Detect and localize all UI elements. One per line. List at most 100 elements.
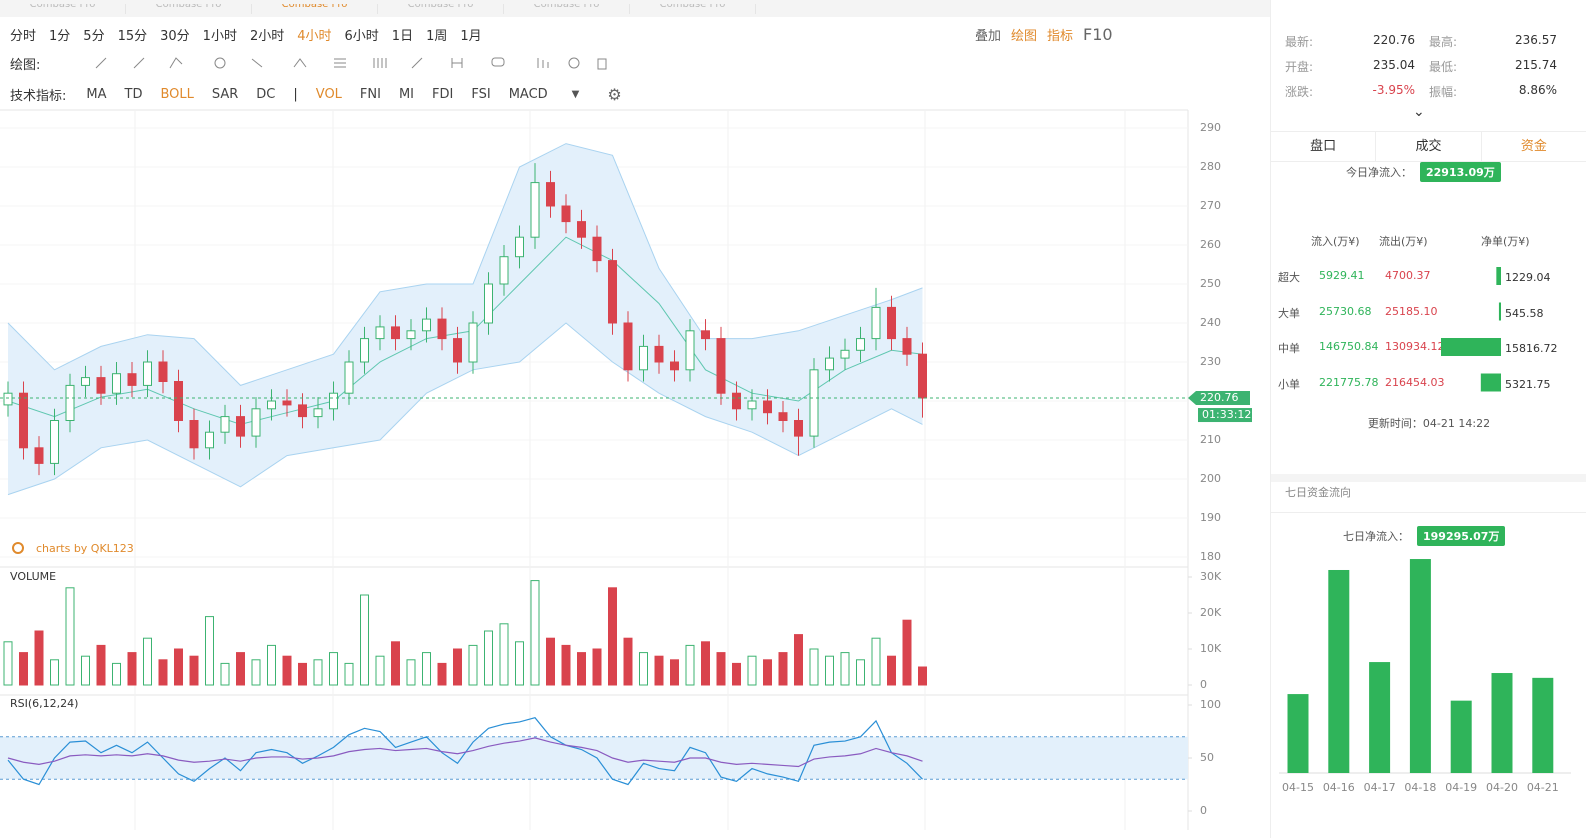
tool[interactable]: F10 <box>1083 24 1113 44</box>
volume-bar <box>282 655 292 686</box>
tab[interactable]: Combase Pro <box>504 3 630 14</box>
period[interactable]: 1小时 <box>202 28 237 44</box>
volume-bar <box>902 619 912 686</box>
flow-label: 超大 <box>1278 271 1300 284</box>
indicator[interactable]: BOLL <box>160 86 194 102</box>
bar <box>1450 700 1472 773</box>
indicator[interactable]: SAR <box>211 86 239 102</box>
indicator[interactable]: MI <box>398 86 415 102</box>
candle-body <box>592 236 602 262</box>
expand-arrow[interactable]: ⌄ <box>1413 104 1425 120</box>
candle-body <box>809 369 819 437</box>
volume-bar <box>623 637 633 686</box>
indicator[interactable]: FDI <box>432 86 454 102</box>
candle-body <box>127 373 137 386</box>
period[interactable]: 1日 <box>391 28 414 44</box>
candle-body <box>902 338 912 355</box>
indicator[interactable]: TD <box>124 86 143 102</box>
tool[interactable]: 绘图 <box>1011 28 1038 44</box>
period[interactable]: 1月 <box>460 28 482 44</box>
watermark: charts by QKL123 <box>36 542 134 555</box>
volume-bar <box>453 648 462 686</box>
period[interactable]: 分时 <box>10 28 37 44</box>
candle-body <box>220 416 230 433</box>
candle-body <box>96 377 106 394</box>
candle-body <box>313 408 323 418</box>
y-tick-label: 50 <box>1200 751 1214 764</box>
x-tick-label: 04-17 <box>1364 781 1396 794</box>
quote-label: 最高: <box>1429 35 1458 49</box>
candle-body <box>329 392 338 410</box>
indicator-label: 技术指标: <box>10 88 67 104</box>
quote-label: 振幅: <box>1429 85 1458 99</box>
volume-bar <box>484 630 493 686</box>
volume-bar <box>205 616 214 686</box>
flow-label: 小单 <box>1278 377 1300 391</box>
indicator[interactable]: MA <box>86 86 107 102</box>
indicator[interactable]: FSI <box>471 86 491 102</box>
volume-bar <box>34 630 44 686</box>
tab[interactable]: Combase Pro <box>126 3 252 14</box>
candle-body <box>716 338 726 394</box>
flow-header: 流出(万¥) <box>1379 235 1428 248</box>
period[interactable]: 4小时 <box>297 28 332 44</box>
tool[interactable]: 指标 <box>1047 28 1074 44</box>
x-tick-label: 04-19 <box>1445 781 1477 794</box>
period[interactable]: 2小时 <box>249 28 285 44</box>
y-tick-label: 230 <box>1200 355 1221 368</box>
candle-body <box>654 345 664 363</box>
settings[interactable]: ⚙ <box>607 84 622 104</box>
tab[interactable]: Combase Pro <box>252 3 378 14</box>
panel-tab[interactable]: 成交 <box>1376 132 1482 161</box>
period[interactable]: 1周 <box>426 28 448 44</box>
indicator[interactable]: MACD <box>508 86 548 102</box>
candle-body <box>375 326 385 340</box>
net-bar <box>1498 302 1501 321</box>
volume-bar <box>437 662 447 686</box>
candle-body <box>437 318 447 340</box>
tab[interactable]: Combase Pro <box>0 3 126 14</box>
period[interactable]: 6小时 <box>344 28 379 44</box>
candle-body <box>856 338 865 351</box>
candle-body <box>50 420 59 464</box>
rsi-line <box>7 737 923 768</box>
quote-value: 8.86% <box>1518 83 1557 97</box>
indicator[interactable]: FNI <box>359 86 381 102</box>
period[interactable]: 15分 <box>117 28 148 44</box>
divider <box>1271 474 1586 513</box>
dropdown[interactable]: ▼ <box>571 88 580 100</box>
candle-body <box>112 373 121 394</box>
candle-body <box>34 447 44 464</box>
tool[interactable]: 叠加 <box>975 28 1002 44</box>
candle-body <box>174 381 183 421</box>
quote-value: 235.04 <box>1373 58 1415 72</box>
countdown: 01:33:12 <box>1202 408 1251 421</box>
volume-bar <box>65 587 75 686</box>
flow-in: 221775.78 <box>1319 375 1379 389</box>
bar <box>1369 662 1391 773</box>
y-tick-label: 0 <box>1200 678 1207 691</box>
indicator[interactable]: VOL <box>315 86 342 102</box>
x-tick-label: 04-18 <box>1404 781 1436 794</box>
volume-bar <box>794 634 803 686</box>
volume-bar <box>3 641 13 686</box>
tab[interactable]: Combase Pro <box>378 3 504 14</box>
indicator[interactable]: DC <box>256 86 276 102</box>
volume-bar <box>96 644 106 686</box>
flow-out: 130934.12 <box>1385 340 1445 353</box>
x-tick-label: 04-21 <box>1527 781 1559 794</box>
tab[interactable]: Combase Pro <box>630 3 756 14</box>
panel-tab[interactable]: 盘口 <box>1271 132 1377 161</box>
volume-bar <box>887 655 896 686</box>
candle-body <box>19 392 28 449</box>
period[interactable]: 5分 <box>83 28 105 44</box>
period[interactable]: 1分 <box>49 28 71 44</box>
candle-body <box>267 400 276 410</box>
volume-bar <box>809 648 819 686</box>
y-tick-label: 100 <box>1200 698 1221 711</box>
volume-bar <box>360 594 369 686</box>
draw-label: 绘图: <box>10 57 41 73</box>
volume-bar <box>406 659 416 686</box>
period[interactable]: 30分 <box>160 28 190 44</box>
y-tick-label: 250 <box>1200 277 1221 290</box>
